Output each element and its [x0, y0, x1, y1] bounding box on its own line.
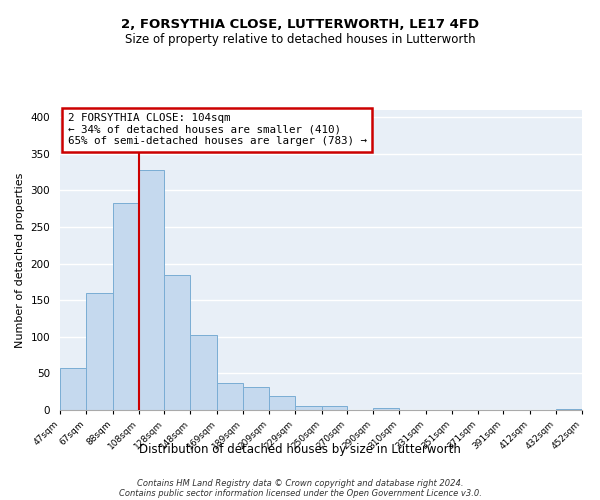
Bar — [243, 386, 269, 410]
Bar — [373, 408, 399, 410]
Bar — [86, 293, 113, 410]
Bar — [217, 383, 243, 410]
Bar — [269, 396, 295, 410]
Bar — [113, 203, 139, 410]
Bar — [295, 406, 322, 410]
Bar — [556, 408, 582, 410]
Bar — [139, 170, 164, 410]
Text: Contains HM Land Registry data © Crown copyright and database right 2024.: Contains HM Land Registry data © Crown c… — [137, 478, 463, 488]
Y-axis label: Number of detached properties: Number of detached properties — [15, 172, 25, 348]
Text: 2, FORSYTHIA CLOSE, LUTTERWORTH, LE17 4FD: 2, FORSYTHIA CLOSE, LUTTERWORTH, LE17 4F… — [121, 18, 479, 30]
Bar — [60, 368, 86, 410]
Text: Contains public sector information licensed under the Open Government Licence v3: Contains public sector information licen… — [119, 488, 481, 498]
Text: Distribution of detached houses by size in Lutterworth: Distribution of detached houses by size … — [139, 442, 461, 456]
Bar — [322, 406, 347, 410]
Text: 2 FORSYTHIA CLOSE: 104sqm
← 34% of detached houses are smaller (410)
65% of semi: 2 FORSYTHIA CLOSE: 104sqm ← 34% of detac… — [68, 113, 367, 146]
Bar — [164, 274, 190, 410]
Text: Size of property relative to detached houses in Lutterworth: Size of property relative to detached ho… — [125, 32, 475, 46]
Bar — [190, 334, 217, 410]
